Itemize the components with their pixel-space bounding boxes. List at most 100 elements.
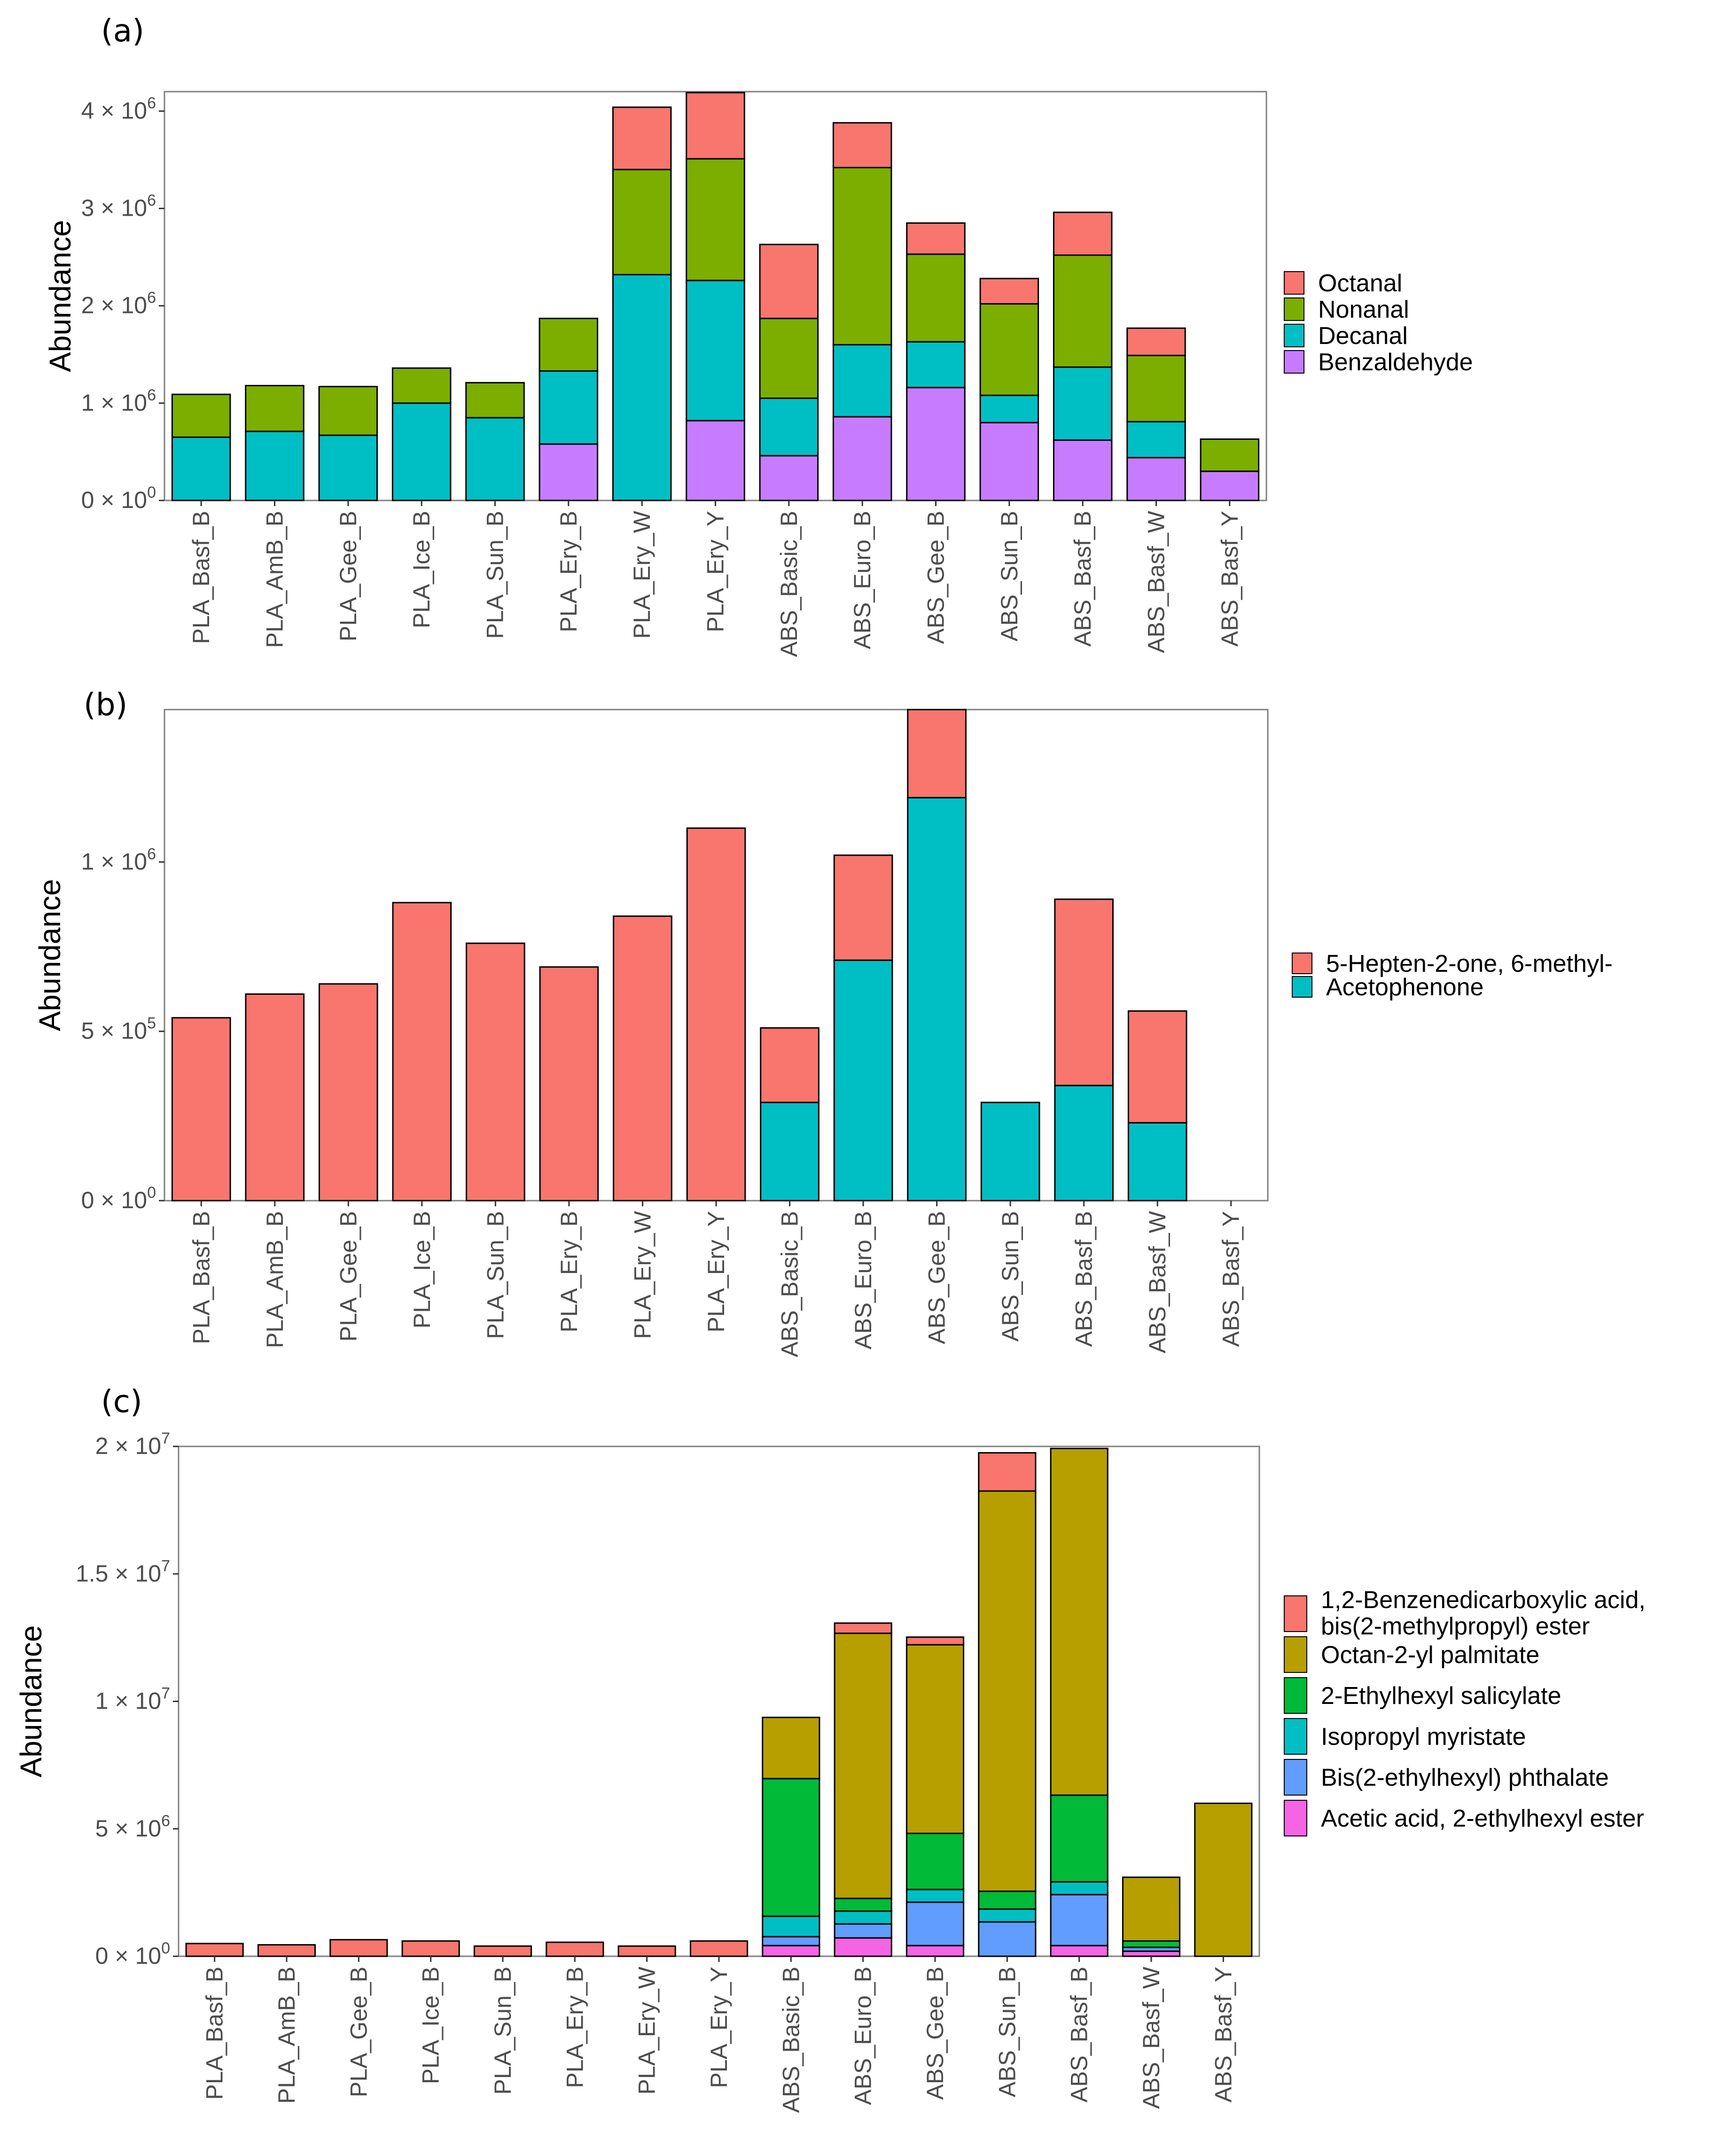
bar-benzaldehyde-pla-ery-y xyxy=(686,420,745,501)
x-tick-label: ABS_Euro_B xyxy=(850,1211,876,1350)
legend-label: 1,2-Benzenedicarboxylic acid, bis(2-methy… xyxy=(1321,1586,1646,1640)
bar-octanal-abs-gee-b xyxy=(906,222,966,255)
x-tick-label: ABS_Sun_B xyxy=(996,511,1023,641)
bar-decanal-abs-sun-b xyxy=(979,394,1039,423)
x-tick-label: PLA_Ery_W xyxy=(629,1211,656,1339)
x-tick-label: ABS_Basic_B xyxy=(776,511,802,657)
y-tick-label: 0 × 100 xyxy=(95,1939,170,1969)
x-tick-label: ABS_Basf_Y xyxy=(1218,1211,1244,1347)
legend-key-octan-2-yl-palmitate xyxy=(1284,1636,1307,1673)
bar-isopropyl-myristate-abs-basf-b xyxy=(1050,1881,1108,1896)
bar-decanal-pla-amb-b xyxy=(245,430,304,501)
bar-1-2-benzenedicarboxylic-acid-bis-2-methylpropyl-ester-pla-ery-y xyxy=(689,1940,749,1957)
x-tick-label: ABS_Basf_Y xyxy=(1210,1967,1236,2102)
x-tick-label: ABS_Euro_B xyxy=(850,1967,876,2105)
bar-acetophenone-abs-basf-b xyxy=(1054,1085,1114,1202)
y-tick-label: 5 × 106 xyxy=(95,1812,170,1842)
bar-octanal-pla-ery-w xyxy=(612,106,672,171)
legend-label: Octan-2-yl palmitate xyxy=(1321,1641,1539,1669)
legend-key-isopropyl-myristate xyxy=(1284,1718,1307,1755)
x-tick-label: ABS_Basf_B xyxy=(1066,1967,1093,2102)
x-tick-label: ABS_Basf_W xyxy=(1138,1966,1164,2109)
bar-octanal-abs-basic-b xyxy=(759,243,819,320)
x-tick-label: PLA_Gee_B xyxy=(335,1211,361,1342)
x-tick-label: ABS_Basf_W xyxy=(1144,1211,1171,1353)
bar-acetophenone-abs-basic-b xyxy=(760,1101,820,1202)
bar-bis-2-ethylhexyl-phthalate-abs-gee-b xyxy=(905,1901,965,1946)
legend-key-acetophenone xyxy=(1292,976,1312,998)
bar-isopropyl-myristate-abs-gee-b xyxy=(905,1889,965,1903)
bar-decanal-pla-basf-b xyxy=(171,436,231,501)
x-tick-label: PLA_Ery_B xyxy=(562,1967,588,2088)
legend-key-octanal xyxy=(1284,271,1304,295)
y-tick-label: 0 × 100 xyxy=(81,484,156,513)
bar-1-2-benzenedicarboxylic-acid-bis-2-methylpropyl-ester-pla-gee-b xyxy=(329,1939,388,1957)
y-tick-label: 1 × 106 xyxy=(81,845,156,875)
bar-nonanal-pla-ery-w xyxy=(612,169,672,275)
legend-key-nonanal xyxy=(1284,297,1304,321)
bar-octanal-pla-ery-y xyxy=(686,92,745,160)
bar-decanal-abs-basic-b xyxy=(759,398,819,457)
bar-1-2-benzenedicarboxylic-acid-bis-2-methylpropyl-ester-pla-amb-b xyxy=(257,1944,316,1957)
bar-1-2-benzenedicarboxylic-acid-bis-2-methylpropyl-ester-pla-ery-w xyxy=(617,1945,676,1957)
y-tick-label: 0 × 100 xyxy=(81,1184,156,1213)
bar-nonanal-pla-amb-b xyxy=(245,385,304,432)
legend-label: Acetic acid, 2-ethylhexyl ester xyxy=(1321,1805,1644,1832)
bar-nonanal-pla-basf-b xyxy=(171,393,231,438)
legend-label: Nonanal xyxy=(1318,296,1409,323)
bar-octanal-abs-sun-b xyxy=(979,278,1039,305)
legend-key-bis-2-ethylhexyl-phthalate xyxy=(1284,1759,1307,1796)
panel-label: (c) xyxy=(101,1383,142,1420)
y-tick-label: 1 × 106 xyxy=(81,386,156,416)
legend-label: Isopropyl myristate xyxy=(1321,1723,1526,1750)
bar-octan-2-yl-palmitate-abs-gee-b xyxy=(905,1644,965,1835)
bar-benzaldehyde-abs-basf-y xyxy=(1200,470,1260,501)
bar-octan-2-yl-palmitate-abs-basf-w xyxy=(1122,1876,1181,1942)
bar-nonanal-abs-sun-b xyxy=(979,303,1039,396)
x-tick-label: PLA_Basf_B xyxy=(188,511,214,644)
x-tick-label: ABS_Basic_B xyxy=(777,1211,803,1357)
x-tick-label: ABS_Basic_B xyxy=(778,1967,804,2113)
bar-5-hepten-2-one-6-methyl-abs-basf-w xyxy=(1127,1010,1187,1124)
legend-label: Decanal xyxy=(1318,322,1408,350)
bar-nonanal-abs-gee-b xyxy=(906,253,966,343)
bar-1-2-benzenedicarboxylic-acid-bis-2-methylpropyl-ester-abs-gee-b xyxy=(905,1636,965,1646)
x-tick-label: PLA_Ery_W xyxy=(634,1966,660,2094)
bar-octanal-abs-euro-b xyxy=(832,122,892,169)
bar-2-ethylhexyl-salicylate-abs-basf-w xyxy=(1122,1940,1181,1948)
panel-label: (b) xyxy=(84,687,127,723)
bar-decanal-pla-ice-b xyxy=(391,402,452,501)
bar-acetic-acid-2-ethylhexyl-ester-abs-euro-b xyxy=(834,1937,892,1957)
legend-label: 2-Ethylhexyl salicylate xyxy=(1321,1682,1561,1710)
bar-benzaldehyde-pla-ery-b xyxy=(539,443,599,501)
bar-acetophenone-abs-gee-b xyxy=(907,797,967,1202)
bar-octan-2-yl-palmitate-abs-basf-y xyxy=(1194,1803,1253,1957)
x-tick-label: PLA_Ery_Y xyxy=(706,1967,732,2088)
x-tick-label: PLA_Sun_B xyxy=(482,511,508,639)
bar-bis-2-ethylhexyl-phthalate-abs-basic-b xyxy=(762,1936,820,1946)
panel-label: (a) xyxy=(101,13,144,49)
bar-isopropyl-myristate-abs-euro-b xyxy=(834,1910,892,1925)
bar-5-hepten-2-one-6-methyl-pla-amb-b xyxy=(245,993,305,1202)
bar-bis-2-ethylhexyl-phthalate-abs-basf-b xyxy=(1050,1894,1108,1946)
x-tick-label: ABS_Basf_W xyxy=(1143,510,1170,653)
x-tick-label: PLA_Gee_B xyxy=(335,511,361,641)
legend-key-decanal xyxy=(1284,324,1304,347)
bar-1-2-benzenedicarboxylic-acid-bis-2-methylpropyl-ester-abs-euro-b xyxy=(834,1622,892,1634)
bar-nonanal-pla-ery-b xyxy=(539,318,599,372)
bar-acetic-acid-2-ethylhexyl-ester-abs-basic-b xyxy=(762,1945,820,1957)
x-tick-label: PLA_AmB_B xyxy=(273,1967,300,2104)
bar-isopropyl-myristate-abs-basic-b xyxy=(762,1915,820,1937)
x-tick-label: ABS_Gee_B xyxy=(924,1211,950,1344)
bar-5-hepten-2-one-6-methyl-pla-ery-b xyxy=(539,966,599,1202)
bar-2-ethylhexyl-salicylate-abs-sun-b xyxy=(978,1890,1037,1910)
bar-octan-2-yl-palmitate-abs-sun-b xyxy=(978,1490,1037,1892)
bar-acetophenone-abs-euro-b xyxy=(833,959,893,1202)
legend-key-5-hepten-2-one-6-methyl xyxy=(1292,953,1312,974)
legend-key-acetic-acid-2-ethylhexyl-ester xyxy=(1284,1800,1307,1836)
legend-key-1-2-benzenedicarboxylic-acid-bis-2-methylpropyl-ester xyxy=(1284,1595,1307,1632)
bar-5-hepten-2-one-6-methyl-abs-basic-b xyxy=(760,1027,820,1103)
bar-decanal-abs-gee-b xyxy=(906,341,966,389)
